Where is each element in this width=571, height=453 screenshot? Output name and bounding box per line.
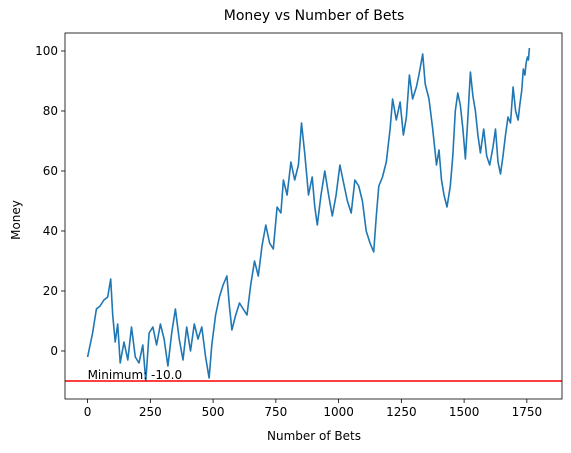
series-line-0 <box>86 47 531 382</box>
x-tick-label: 250 <box>139 405 162 419</box>
x-tick-label: 1750 <box>512 405 543 419</box>
y-tick-label: 60 <box>43 164 58 178</box>
x-tick-label: 1500 <box>449 405 480 419</box>
chart-title: Money vs Number of Bets <box>224 8 405 24</box>
x-tick-label: 750 <box>264 405 287 419</box>
x-tick-label: 500 <box>202 405 225 419</box>
minimum-annotation: Minimum: -10.0 <box>88 368 183 382</box>
x-tick-label: 1000 <box>323 405 354 419</box>
x-tick-label: 1250 <box>386 405 417 419</box>
y-tick-label: 40 <box>43 224 58 238</box>
y-tick-label: 100 <box>35 44 58 58</box>
x-axis-label: Number of Bets <box>267 429 361 443</box>
x-tick-label: 0 <box>84 405 92 419</box>
plot-area: Minimum: -10.0 <box>64 32 563 400</box>
y-axis-ticks: 0 20 40 60 80 100 <box>35 44 65 358</box>
y-tick-label: 0 <box>50 344 58 358</box>
y-tick-label: 80 <box>43 104 58 118</box>
y-tick-label: 20 <box>43 284 58 298</box>
x-axis-ticks: 0 250 500 750 1000 1250 1500 1750 <box>84 399 542 419</box>
y-axis-label: Money <box>9 200 23 240</box>
axes-frame <box>64 32 563 400</box>
